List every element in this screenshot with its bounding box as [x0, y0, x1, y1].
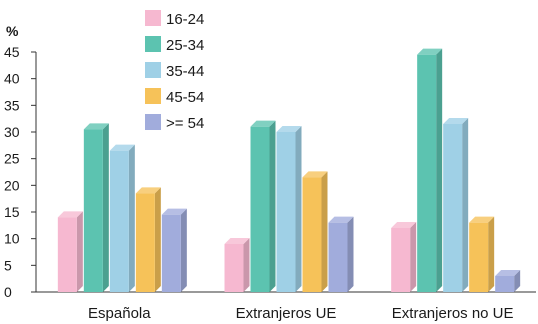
bar-side	[154, 187, 161, 292]
bar	[57, 211, 83, 292]
bar-front	[443, 124, 463, 292]
y-tick-label: 30	[4, 124, 20, 140]
bar	[469, 216, 495, 292]
legend-label: 16-24	[166, 11, 204, 28]
category-label: Extranjeros UE	[236, 305, 337, 322]
bar-top	[276, 126, 302, 132]
legend-label: 25-34	[166, 37, 204, 54]
bar-side	[321, 171, 328, 292]
bar-top	[417, 48, 443, 55]
bar-front	[109, 150, 129, 292]
legend-swatch	[145, 62, 161, 78]
y-tick-label: 5	[4, 257, 12, 273]
bar-front	[302, 177, 322, 292]
bar-side	[410, 222, 417, 292]
category-label: Extranjeros no UE	[392, 305, 514, 322]
bar-top	[443, 118, 469, 124]
legend-item: 35-44	[145, 62, 204, 80]
bar-front	[135, 193, 155, 292]
bar	[109, 144, 135, 292]
bar-front	[328, 222, 348, 292]
bar-top	[469, 216, 495, 223]
bar-top	[391, 222, 417, 228]
bar	[276, 126, 302, 292]
bar-front	[57, 217, 77, 292]
bar-side	[128, 144, 135, 292]
bar-top	[495, 270, 521, 276]
bar-top	[302, 171, 328, 178]
bar	[302, 171, 328, 292]
bar	[224, 238, 250, 292]
bar	[443, 118, 469, 292]
bar	[83, 123, 109, 292]
bar-side	[76, 211, 83, 292]
bar	[135, 187, 161, 292]
bar	[161, 208, 187, 292]
legend-item: 25-34	[145, 36, 204, 54]
legend-swatch	[145, 10, 161, 26]
bar	[328, 216, 354, 292]
bar	[391, 222, 417, 292]
bar-top	[161, 208, 187, 215]
y-tick-label: 25	[4, 151, 20, 167]
y-tick-label: 15	[4, 204, 20, 220]
bar-side	[243, 238, 250, 292]
category-label: Española	[88, 305, 151, 322]
bar-side	[102, 123, 109, 292]
y-unit-label: %	[6, 23, 19, 39]
legend-item: 16-24	[145, 10, 204, 28]
legend-swatch	[145, 36, 161, 52]
y-tick-label: 45	[4, 44, 20, 60]
legend-item: 45-54	[145, 88, 204, 106]
bar-front	[276, 132, 296, 292]
bar-top	[135, 187, 161, 194]
bar-front	[250, 126, 270, 293]
legend-label: 35-44	[166, 63, 204, 80]
bar	[250, 120, 276, 293]
bar-front	[224, 244, 244, 292]
bar-top	[57, 211, 83, 218]
bar-top	[109, 144, 135, 151]
legend-swatch	[145, 88, 161, 104]
bar-front	[417, 54, 437, 292]
bar-front	[161, 214, 181, 292]
legend-label: >= 54	[166, 115, 204, 132]
legend-item: >= 54	[145, 114, 204, 132]
bar-top	[224, 238, 250, 244]
bar	[417, 48, 443, 292]
bar-top	[250, 120, 276, 127]
bar	[495, 270, 521, 292]
y-tick-label: 35	[4, 97, 20, 113]
y-tick-label: 10	[4, 231, 20, 247]
bar-side	[514, 270, 521, 292]
bar-top	[83, 123, 109, 130]
bar-front	[469, 222, 489, 292]
bar-top	[328, 216, 354, 223]
bar-side	[295, 126, 302, 292]
bar-front	[495, 276, 515, 292]
legend-label: 45-54	[166, 89, 204, 106]
bar-side	[436, 48, 443, 292]
bar-front	[83, 129, 103, 292]
bar-side	[269, 120, 276, 293]
bar-side	[347, 216, 354, 292]
bar-side	[180, 208, 187, 292]
bar-front	[391, 228, 411, 292]
legend-swatch	[145, 114, 161, 130]
y-tick-label: 20	[4, 177, 20, 193]
bar-side	[462, 118, 469, 292]
y-tick-label: 40	[4, 71, 20, 87]
y-tick-label: 0	[4, 284, 12, 300]
bar-side	[488, 216, 495, 292]
